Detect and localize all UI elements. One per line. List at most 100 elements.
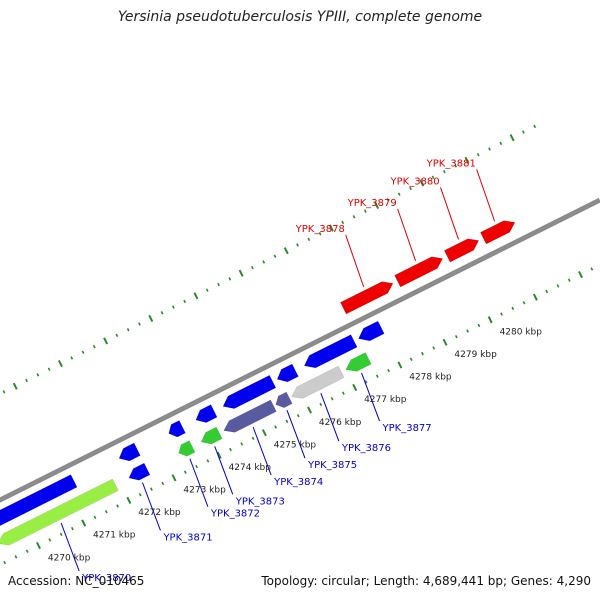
gene-arrow-ypk-3880[interactable] bbox=[443, 238, 480, 263]
inner-tick-mark bbox=[81, 519, 87, 527]
inner-tick-track bbox=[3, 267, 594, 565]
kbp-tick-label: 4271 kbp bbox=[93, 531, 136, 541]
outer-tick-mark bbox=[238, 269, 244, 277]
gene-label-ypk-3873[interactable]: YPK_3873 bbox=[235, 496, 285, 507]
genome-backbone bbox=[0, 197, 600, 503]
inner-tick-mark bbox=[307, 406, 312, 414]
kbp-tick-label: 4274 kbp bbox=[229, 463, 272, 473]
inner-tick-mark bbox=[274, 425, 278, 429]
outer-tick-mark bbox=[228, 277, 232, 281]
gene-label-ypk-3879[interactable]: YPK_3879 bbox=[347, 198, 397, 209]
gene-arrow-ypk-3881[interactable] bbox=[480, 220, 516, 245]
outer-tick-mark bbox=[283, 247, 289, 255]
inner-tick-mark bbox=[195, 464, 198, 469]
gene-arrow-ypk-3876[interactable] bbox=[291, 365, 345, 399]
outer-tick-mark bbox=[341, 220, 345, 225]
inner-tick-mark bbox=[251, 436, 255, 441]
outer-tick-mark bbox=[217, 282, 220, 287]
gene-arrow-ypk-3872[interactable] bbox=[178, 440, 196, 457]
outer-tick-mark bbox=[183, 299, 187, 304]
inner-tick-mark bbox=[409, 357, 413, 361]
gene-leader-line bbox=[345, 234, 365, 288]
outer-tick-mark bbox=[47, 367, 51, 371]
outer-tick-mark bbox=[522, 130, 525, 134]
outer-tick-mark bbox=[509, 134, 515, 142]
inner-tick-mark bbox=[171, 474, 177, 482]
gene-arrow-ypk-3875[interactable] bbox=[275, 391, 293, 408]
kbp-tick-label: 4270 kbp bbox=[48, 553, 91, 563]
gene-leader-line bbox=[60, 522, 80, 572]
inner-tick-mark bbox=[138, 493, 142, 497]
accession-text: Accession: NC_010465 bbox=[8, 574, 145, 588]
gene-arrow-ypk-3879[interactable] bbox=[394, 256, 444, 288]
inner-tick-mark bbox=[432, 346, 436, 350]
gene-label-ypk-3881[interactable]: YPK_3881 bbox=[426, 158, 476, 169]
outer-tick-track bbox=[2, 124, 537, 394]
gene-label-ypk-3874[interactable]: YPK_3874 bbox=[273, 477, 323, 488]
gene-label-ypk-3870[interactable]: YPK_3870 bbox=[81, 573, 131, 584]
kbp-tick-label: 4272 kbp bbox=[138, 508, 181, 518]
inner-tick-mark bbox=[397, 361, 403, 369]
reverse-strand-track bbox=[0, 320, 385, 542]
kbp-tick-label: 4278 kbp bbox=[409, 373, 452, 383]
outer-tick-mark bbox=[92, 344, 96, 349]
gene-arrow-ypk-3870[interactable] bbox=[0, 478, 119, 546]
outer-tick-mark bbox=[442, 169, 446, 174]
gene-leader-line bbox=[189, 458, 209, 507]
outer-tick-mark bbox=[251, 265, 254, 270]
outer-tick-mark bbox=[488, 147, 491, 151]
gene-label-ypk-3880[interactable]: YPK_3880 bbox=[390, 176, 440, 187]
kbp-tick-label-layer: 4270 kbp 4271 kbp 4272 kbp 4273 kbp 4274 kbp… bbox=[48, 327, 542, 563]
forward-strand-track bbox=[340, 220, 516, 315]
inner-tick-mark bbox=[330, 397, 334, 401]
outer-tick-mark bbox=[352, 215, 356, 219]
gene-label-ypk-3875[interactable]: YPK_3875 bbox=[307, 460, 357, 471]
gene-leader-line bbox=[476, 169, 496, 222]
gene-label-ypk-3878[interactable]: YPK_3878 bbox=[295, 224, 345, 235]
gene-arrow-blue-0[interactable] bbox=[0, 474, 78, 542]
gene-label-ypk-3872[interactable]: YPK_3872 bbox=[210, 509, 260, 520]
inner-tick-mark bbox=[229, 447, 232, 452]
inner-tick-mark bbox=[285, 419, 289, 424]
kbp-tick-label: 4276 kbp bbox=[319, 418, 362, 428]
outer-tick-mark bbox=[148, 314, 154, 322]
inner-tick-mark bbox=[150, 487, 153, 491]
inner-tick-mark bbox=[511, 306, 515, 311]
gene-leader-line bbox=[397, 208, 417, 262]
gene-arrow-ypk-3878[interactable] bbox=[340, 281, 394, 315]
gene-arrow-blue-6[interactable] bbox=[303, 334, 358, 369]
outer-tick-mark bbox=[205, 288, 209, 292]
inner-tick-mark bbox=[216, 451, 222, 459]
feature-track bbox=[0, 352, 372, 546]
inner-tick-mark bbox=[161, 481, 165, 486]
outer-tick-mark bbox=[12, 382, 18, 390]
inner-tick-mark bbox=[296, 414, 300, 418]
gene-arrow-ypk-3877[interactable] bbox=[345, 352, 372, 372]
inner-tick-mark bbox=[240, 442, 244, 446]
gene-arrow-blue-2[interactable] bbox=[168, 420, 186, 438]
gene-label-ypk-3877[interactable]: YPK_3877 bbox=[382, 423, 432, 434]
inner-tick-mark bbox=[522, 301, 526, 305]
inner-tick-mark bbox=[126, 496, 132, 504]
inner-tick-mark bbox=[532, 293, 538, 301]
inner-tick-mark bbox=[375, 374, 379, 378]
gene-arrow-ypk-3871[interactable] bbox=[128, 462, 151, 481]
inner-tick-mark bbox=[25, 549, 29, 553]
gene-arrow-blue-4[interactable] bbox=[222, 374, 277, 409]
inner-tick-mark bbox=[590, 267, 594, 271]
outer-tick-mark bbox=[115, 333, 119, 338]
gene-label-ypk-3871[interactable]: YPK_3871 bbox=[162, 532, 212, 543]
gene-arrow-ypk-3873[interactable] bbox=[200, 426, 223, 445]
gene-arrow-blue-7[interactable] bbox=[358, 320, 385, 342]
outer-tick-mark bbox=[296, 243, 299, 247]
gene-arrow-ypk-3874[interactable] bbox=[223, 399, 277, 433]
gene-arrow-blue-5[interactable] bbox=[276, 363, 299, 383]
outer-tick-mark bbox=[57, 359, 63, 368]
inner-tick-mark bbox=[387, 368, 390, 373]
gene-leader-line bbox=[214, 446, 234, 495]
inner-tick-mark bbox=[36, 542, 41, 550]
gene-arrow-blue-3[interactable] bbox=[195, 404, 218, 423]
outer-tick-mark bbox=[25, 378, 28, 383]
gene-arrow-blue-1[interactable] bbox=[118, 442, 141, 462]
gene-label-ypk-3876[interactable]: YPK_3876 bbox=[341, 443, 391, 454]
